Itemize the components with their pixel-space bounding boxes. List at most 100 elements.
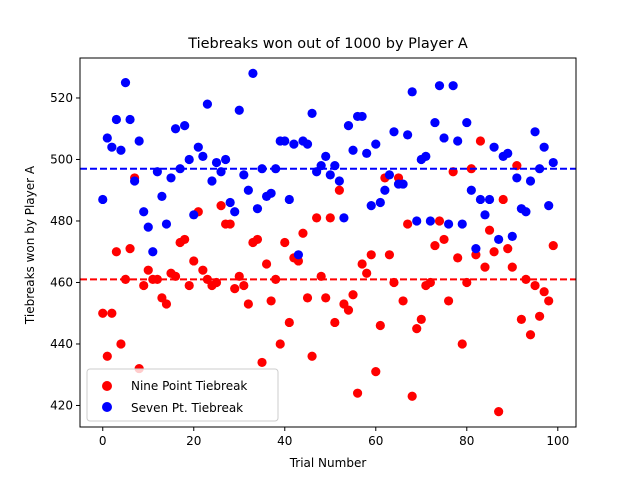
data-point-seven-point [134,136,144,146]
data-point-seven-point [466,185,476,195]
data-point-seven-point [243,185,253,195]
data-point-nine-point [180,234,190,245]
x-tick-label: 100 [546,434,569,448]
data-point-nine-point [416,314,426,324]
data-point-seven-point [198,151,208,161]
data-point-seven-point [202,99,213,109]
data-point-nine-point [434,216,445,226]
chart-title: Tiebreaks won out of 1000 by Player A [187,36,468,52]
data-point-nine-point [161,299,172,309]
data-point-nine-point [139,280,149,291]
data-point-seven-point [539,142,549,152]
x-tick-label: 80 [459,434,474,448]
data-point-nine-point [111,247,121,257]
y-tick-label: 420 [50,398,73,412]
data-point-seven-point [293,250,304,260]
data-point-nine-point [321,293,331,303]
data-point-seven-point [457,219,467,229]
data-point-seven-point [207,176,217,186]
data-point-seven-point [480,210,490,220]
data-point-nine-point [384,250,395,260]
x-tick-label: 0 [99,434,107,448]
data-point-nine-point [348,290,358,300]
data-point-seven-point [462,117,472,128]
data-point-seven-point [443,219,454,229]
data-point-seven-point [107,142,117,152]
data-point-nine-point [530,280,540,291]
data-point-nine-point [398,296,408,306]
data-point-seven-point [211,157,222,168]
data-point-seven-point [503,148,513,158]
data-point-seven-point [125,114,135,125]
data-point-seven-point [221,154,231,165]
data-point-seven-point [170,124,181,134]
data-point-nine-point [480,262,490,272]
plot-axes: 0 20 40 60 80 100 420 440 460 480 500 520 [50,57,577,448]
data-point-seven-point [284,194,294,205]
data-point-nine-point [312,213,322,223]
data-point-nine-point [280,237,290,248]
data-point-nine-point [143,265,153,275]
data-point-seven-point [544,201,554,211]
data-point-seven-point [484,194,495,205]
data-point-nine-point [107,308,117,318]
data-point-nine-point [457,339,467,349]
data-point-seven-point [161,219,172,229]
data-point-seven-point [398,179,408,189]
data-point-nine-point [443,296,454,306]
data-point-nine-point [98,308,108,318]
y-tick-label: 520 [50,91,73,105]
data-point-seven-point [448,81,458,91]
data-point-nine-point [503,244,513,254]
data-point-nine-point [489,247,499,257]
data-point-seven-point [102,133,112,143]
data-point-seven-point [530,127,540,137]
legend-marker-nine-point [102,381,112,391]
data-point-seven-point [525,176,536,186]
data-point-nine-point [548,240,558,251]
data-point-nine-point [334,185,344,195]
data-point-nine-point [362,268,372,278]
data-point-seven-point [407,87,417,97]
data-point-nine-point [152,274,162,284]
data-point-nine-point [343,305,354,315]
data-point-seven-point [252,204,263,214]
data-point-seven-point [230,207,240,217]
legend-frame [86,368,279,422]
data-point-nine-point [484,225,495,235]
data-point-nine-point [243,299,253,309]
data-point-seven-point [475,194,486,205]
data-point-seven-point [98,194,108,205]
data-point-nine-point [525,330,536,340]
y-tick-label: 500 [50,152,73,166]
data-point-nine-point [535,311,545,321]
data-point-seven-point [548,157,558,168]
data-point-nine-point [239,280,249,291]
data-point-seven-point [157,191,167,201]
data-point-nine-point [516,314,526,324]
data-point-seven-point [111,114,121,125]
data-point-seven-point [130,176,140,186]
data-point-seven-point [412,216,422,226]
y-axis-label: Tiebreaks won by Player A [23,165,37,325]
data-point-nine-point [439,234,449,245]
data-point-seven-point [143,222,153,232]
data-point-nine-point [275,339,285,349]
data-point-seven-point [239,170,249,180]
data-point-nine-point [430,240,440,251]
data-point-seven-point [289,139,299,149]
data-point-seven-point [471,244,481,254]
data-point-seven-point [507,231,517,241]
data-point-seven-point [325,170,335,180]
data-point-nine-point [357,259,367,269]
data-point-seven-point [339,213,349,223]
data-point-nine-point [494,407,504,417]
data-point-seven-point [343,121,354,131]
data-point-nine-point [189,256,199,266]
data-point-seven-point [248,68,258,78]
data-point-nine-point [266,296,276,306]
data-point-seven-point [384,170,395,180]
data-point-nine-point [375,320,385,331]
data-point-nine-point [216,201,226,211]
